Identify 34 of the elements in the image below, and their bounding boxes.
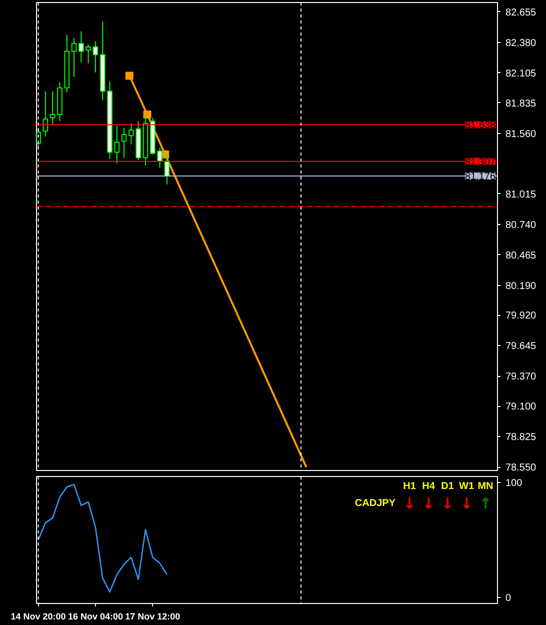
annotation: MN	[478, 481, 494, 492]
annotation: ↓	[403, 494, 416, 512]
annotation: CADJPY	[354, 498, 396, 509]
annotation: ↓	[460, 494, 473, 512]
annotation: ↓	[422, 494, 435, 512]
y-tick-label: 81.015	[506, 189, 537, 200]
annotation: H4	[422, 481, 436, 492]
y-tick-label: 80.740	[506, 220, 537, 231]
y-tick-label: 78.550	[506, 462, 537, 474]
y-tick-label: 78.825	[506, 432, 537, 444]
ref-line-label: 81.307	[464, 156, 496, 168]
y-tick-label: 81.835	[506, 98, 537, 110]
y-tick-label: 79.370	[506, 372, 537, 383]
y-tick-label: 82.380	[506, 38, 537, 49]
y-tick-label: 80.465	[506, 250, 537, 262]
y-tick-label: 80.190	[506, 280, 537, 292]
y-tick-label: 79.645	[506, 341, 537, 352]
y-tick-label: 81.560	[506, 128, 537, 140]
ref-line-label: 81.638	[464, 120, 496, 132]
y-tick-label: 79.920	[506, 310, 537, 322]
annotation: ↑	[479, 494, 492, 512]
y-tick-label: 82.655	[506, 7, 537, 18]
x-tick-label: 16 Nov 04:00	[68, 612, 123, 622]
ref-line-label: 81.176	[464, 171, 496, 182]
annotation: D1	[441, 481, 454, 492]
annotation: H1	[403, 481, 416, 492]
y-tick-label: 82.105	[506, 68, 537, 80]
x-tick-label: 14 Nov 20:00	[10, 612, 66, 622]
y-tick-label: 100	[506, 478, 523, 489]
y-tick-label: 0	[506, 593, 512, 604]
annotation: ↓	[441, 494, 454, 512]
y-tick-label: 79.100	[506, 402, 537, 413]
annotation: W1	[459, 481, 474, 492]
x-tick-label: 17 Nov 12:00	[125, 612, 180, 622]
